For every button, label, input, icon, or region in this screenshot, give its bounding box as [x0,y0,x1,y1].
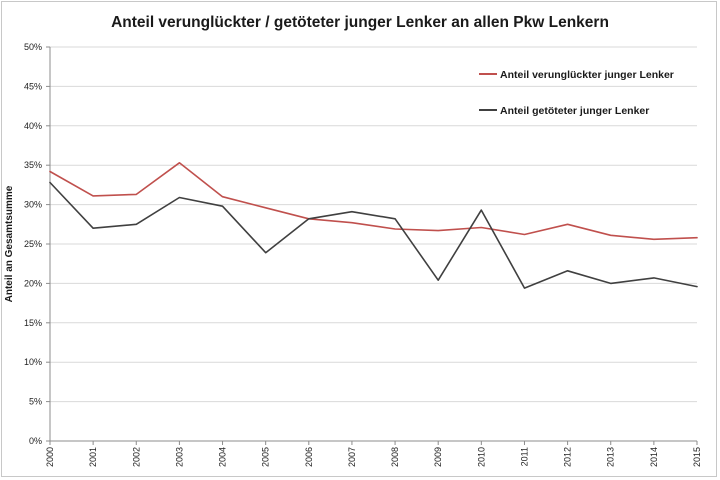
x-tick-label: 2005 [261,447,271,467]
x-tick-label: 2004 [218,447,228,467]
series-line-2 [49,181,698,289]
data-point [221,195,224,198]
data-point [566,269,569,272]
y-tick-label: 15% [24,318,42,328]
y-tick-label: 40% [24,121,42,131]
y-tick-labels: 0% 5% 10% 15% 20% 25% 30% 35% 40% 45% 50% [24,42,42,446]
legend-label-1: Anteil verunglückter junger Lenker [500,69,674,81]
y-tick-label: 20% [24,278,42,288]
x-tick-labels: 2000 2001 2002 2003 2004 2005 2006 2007 2008 2009… [45,447,702,467]
legend: Anteil verunglückter junger Lenker Anteil… [479,69,674,117]
data-point [350,221,353,224]
data-point [178,161,181,164]
data-point [652,238,655,241]
y-tick-label: 30% [24,200,42,210]
data-point [523,287,526,290]
x-tick-label: 2002 [131,447,141,467]
x-tick-label: 2007 [347,447,357,467]
data-point [652,276,655,279]
data-point [49,181,52,184]
series-line-1 [49,162,698,241]
data-point [523,233,526,236]
data-point [92,227,95,230]
x-tick-label: 2003 [174,447,184,467]
data-point [135,193,138,196]
y-tick-label: 5% [29,397,42,407]
data-point [350,210,353,213]
y-axis-label: Anteil an Gesamtsumme [4,185,15,302]
x-tick-label: 2013 [606,447,616,467]
data-point [135,223,138,226]
y-tick-label: 25% [24,239,42,249]
data-point [394,217,397,220]
x-tick-label: 2001 [88,447,98,467]
x-tick-label: 2009 [433,447,443,467]
data-point [609,234,612,237]
data-point [566,223,569,226]
chart-title: Anteil verunglückter / getöteter junger … [111,14,609,31]
data-point [307,217,310,220]
data-point [92,194,95,197]
x-tick-label: 2015 [692,447,702,467]
y-tick-label: 10% [24,357,42,367]
x-tick-label: 2014 [649,447,659,467]
data-point [264,206,267,209]
legend-label-2: Anteil getöteter junger Lenker [500,105,649,117]
data-point [437,229,440,232]
data-point [609,282,612,285]
data-point [696,236,699,239]
gridlines [50,46,697,403]
x-tick-label: 2008 [390,447,400,467]
data-point [49,170,52,173]
x-tick-label: 2000 [45,447,55,467]
data-point [480,226,483,229]
x-tick-label: 2010 [476,447,486,467]
y-tick-label: 0% [29,436,42,446]
y-tick-label: 35% [24,160,42,170]
series [49,161,699,290]
data-point [221,205,224,208]
data-point [437,279,440,282]
data-point [264,251,267,254]
x-tick-label: 2011 [519,447,529,466]
data-point [178,196,181,199]
x-tick-label: 2012 [563,447,573,467]
data-point [480,209,483,212]
data-point [394,228,397,231]
data-point [696,285,699,288]
x-tick-label: 2006 [304,447,314,467]
y-tick-label: 45% [24,81,42,91]
axes [46,46,698,445]
y-tick-label: 50% [24,42,42,52]
